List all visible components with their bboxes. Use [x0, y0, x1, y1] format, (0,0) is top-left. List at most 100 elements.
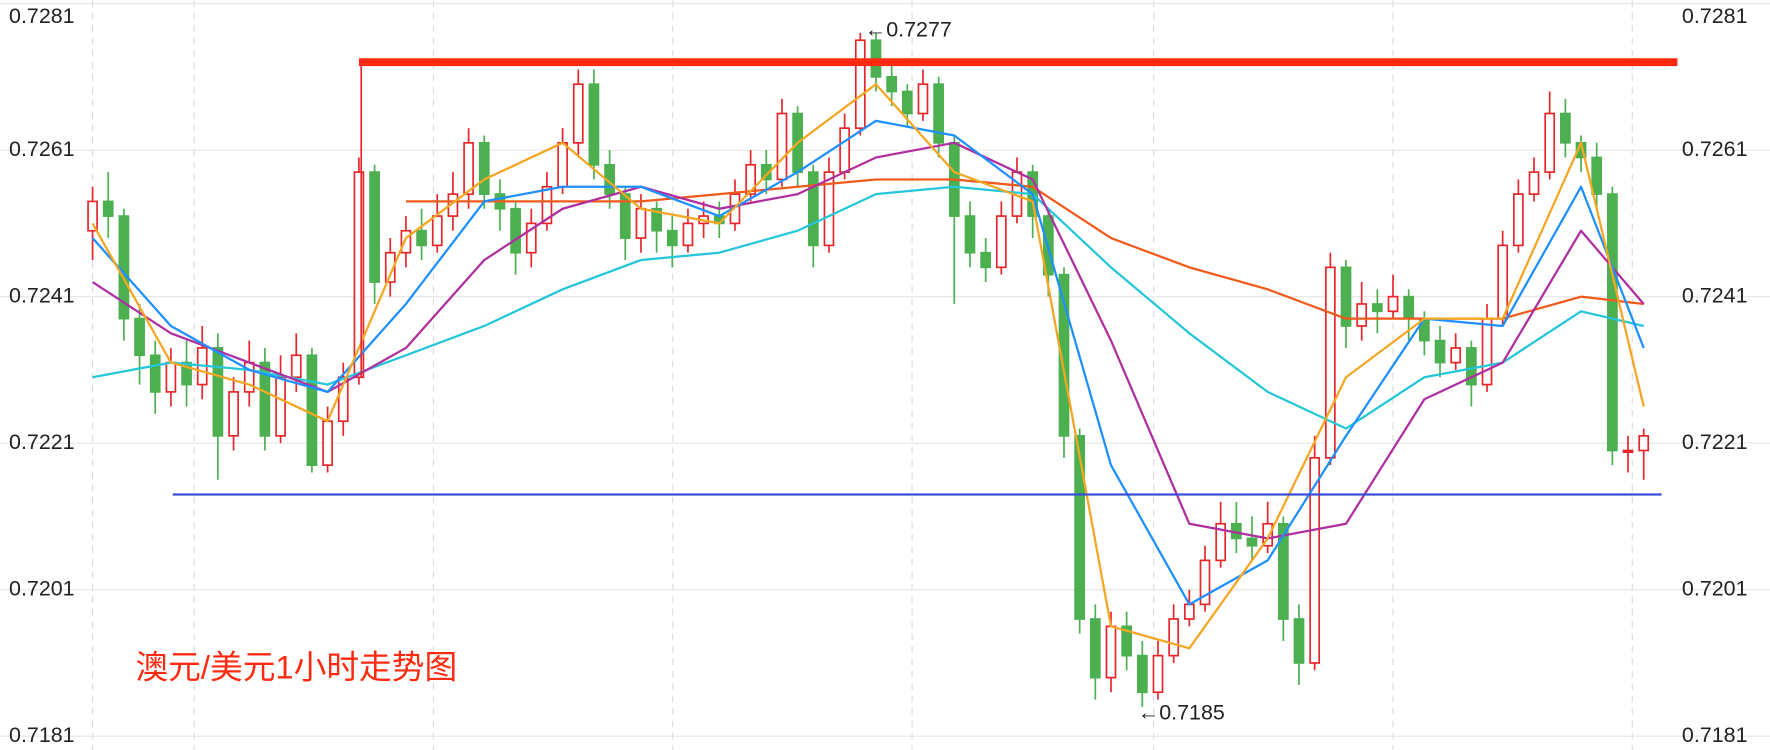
- candle-body: [1450, 347, 1462, 364]
- candle-body: [322, 420, 333, 467]
- y-tick-label-right: 0.7241: [1682, 283, 1748, 307]
- candle-body: [1293, 618, 1305, 664]
- y-tick-label: 0.7201: [9, 576, 75, 600]
- candle-body: [1277, 522, 1289, 620]
- price-annotation: ←0.7277: [865, 17, 952, 41]
- candle-body: [165, 361, 177, 393]
- candle-body: [337, 376, 349, 423]
- candle-body: [1324, 266, 1336, 459]
- y-tick-label-right: 0.7201: [1682, 576, 1748, 600]
- candle-body: [995, 215, 1007, 269]
- candle-body: [478, 141, 490, 195]
- candle-body: [290, 354, 302, 379]
- candle-body: [839, 127, 850, 173]
- candle-body: [1340, 266, 1352, 327]
- candle-body: [1168, 618, 1180, 657]
- candle-body: [1544, 112, 1556, 173]
- candle-body: [682, 222, 694, 247]
- candle-body: [933, 83, 945, 144]
- candle-body: [510, 207, 521, 254]
- candle-body: [1262, 522, 1274, 547]
- candle-body: [1152, 654, 1164, 694]
- candle-body: [980, 251, 992, 269]
- candle-body: [807, 171, 819, 247]
- candle-body: [306, 354, 318, 467]
- candle-body: [102, 200, 114, 217]
- candle-body: [917, 83, 929, 115]
- y-tick-label-right: 0.7261: [1682, 137, 1748, 161]
- candle-body: [400, 229, 412, 254]
- candle-body: [901, 90, 913, 115]
- moving-average-line: [92, 185, 1644, 430]
- candle-body: [416, 229, 427, 247]
- y-tick-label: 0.7241: [9, 283, 75, 307]
- candle-body: [1387, 295, 1399, 313]
- candle-body: [1622, 449, 1634, 454]
- candle-body: [1513, 193, 1524, 247]
- candle-body: [1105, 625, 1117, 679]
- chart-title: 澳元/美元1小时走势图: [135, 648, 457, 685]
- candle-body: [1215, 522, 1227, 562]
- candle-body: [1591, 156, 1603, 195]
- candle-body: [212, 347, 224, 437]
- candle-body: [1199, 559, 1211, 606]
- y-tick-label: 0.7281: [9, 4, 75, 28]
- candle-body: [1434, 339, 1446, 364]
- candle-body: [1356, 303, 1368, 327]
- candle-body: [384, 251, 396, 283]
- candle-body: [557, 141, 568, 188]
- candle-body: [369, 171, 380, 283]
- candle-body: [463, 141, 474, 195]
- candle-body: [1058, 273, 1070, 437]
- price-annotation: ←0.7185: [1138, 700, 1225, 724]
- candle-body: [1607, 193, 1618, 452]
- candle-body: [87, 200, 98, 232]
- y-tick-label-right: 0.7281: [1682, 4, 1748, 28]
- candle-body: [964, 215, 976, 254]
- candle-body: [635, 207, 647, 239]
- candle-body: [776, 112, 788, 181]
- candle-body: [1638, 435, 1650, 452]
- candle-body: [259, 361, 271, 437]
- candle-body: [1371, 303, 1383, 313]
- candle-body: [588, 83, 600, 166]
- candle-body: [1465, 347, 1477, 386]
- candle-body: [666, 229, 678, 247]
- candle-body: [431, 215, 443, 247]
- candle-body: [1183, 603, 1195, 620]
- y-tick-label: 0.7221: [9, 430, 75, 454]
- candle-body: [1089, 618, 1101, 679]
- candle-body: [275, 376, 286, 437]
- y-tick-label-right: 0.7181: [1682, 723, 1748, 747]
- candle-body: [228, 391, 239, 437]
- candle-body: [1497, 244, 1509, 320]
- candle-body: [745, 163, 756, 195]
- candle-body: [149, 354, 161, 393]
- candle-body: [1528, 171, 1540, 195]
- candle-body: [525, 222, 537, 254]
- candle-body: [1309, 456, 1321, 664]
- y-tick-label: 0.7181: [9, 723, 75, 747]
- candle-body: [886, 76, 897, 93]
- candle-body: [1121, 625, 1133, 657]
- candle-body: [1074, 435, 1086, 620]
- vertical-grid: [91, 0, 1633, 750]
- candle-body: [181, 361, 192, 386]
- candle-body: [134, 317, 145, 357]
- candle-body: [760, 163, 772, 181]
- moving-average-line: [91, 141, 1645, 540]
- candle-body: [651, 207, 662, 232]
- candle-body: [1481, 317, 1493, 386]
- candle-body: [1403, 295, 1415, 320]
- candle-body: [1136, 654, 1148, 694]
- candle-body: [823, 171, 835, 247]
- y-tick-label-right: 0.7221: [1682, 430, 1748, 454]
- candle-body: [1246, 537, 1258, 547]
- candle-body: [353, 171, 365, 379]
- y-tick-label: 0.7261: [9, 137, 75, 161]
- candle-body: [854, 39, 866, 130]
- candle-body: [1560, 112, 1571, 144]
- candle-body: [541, 185, 553, 225]
- candle-body: [572, 83, 584, 144]
